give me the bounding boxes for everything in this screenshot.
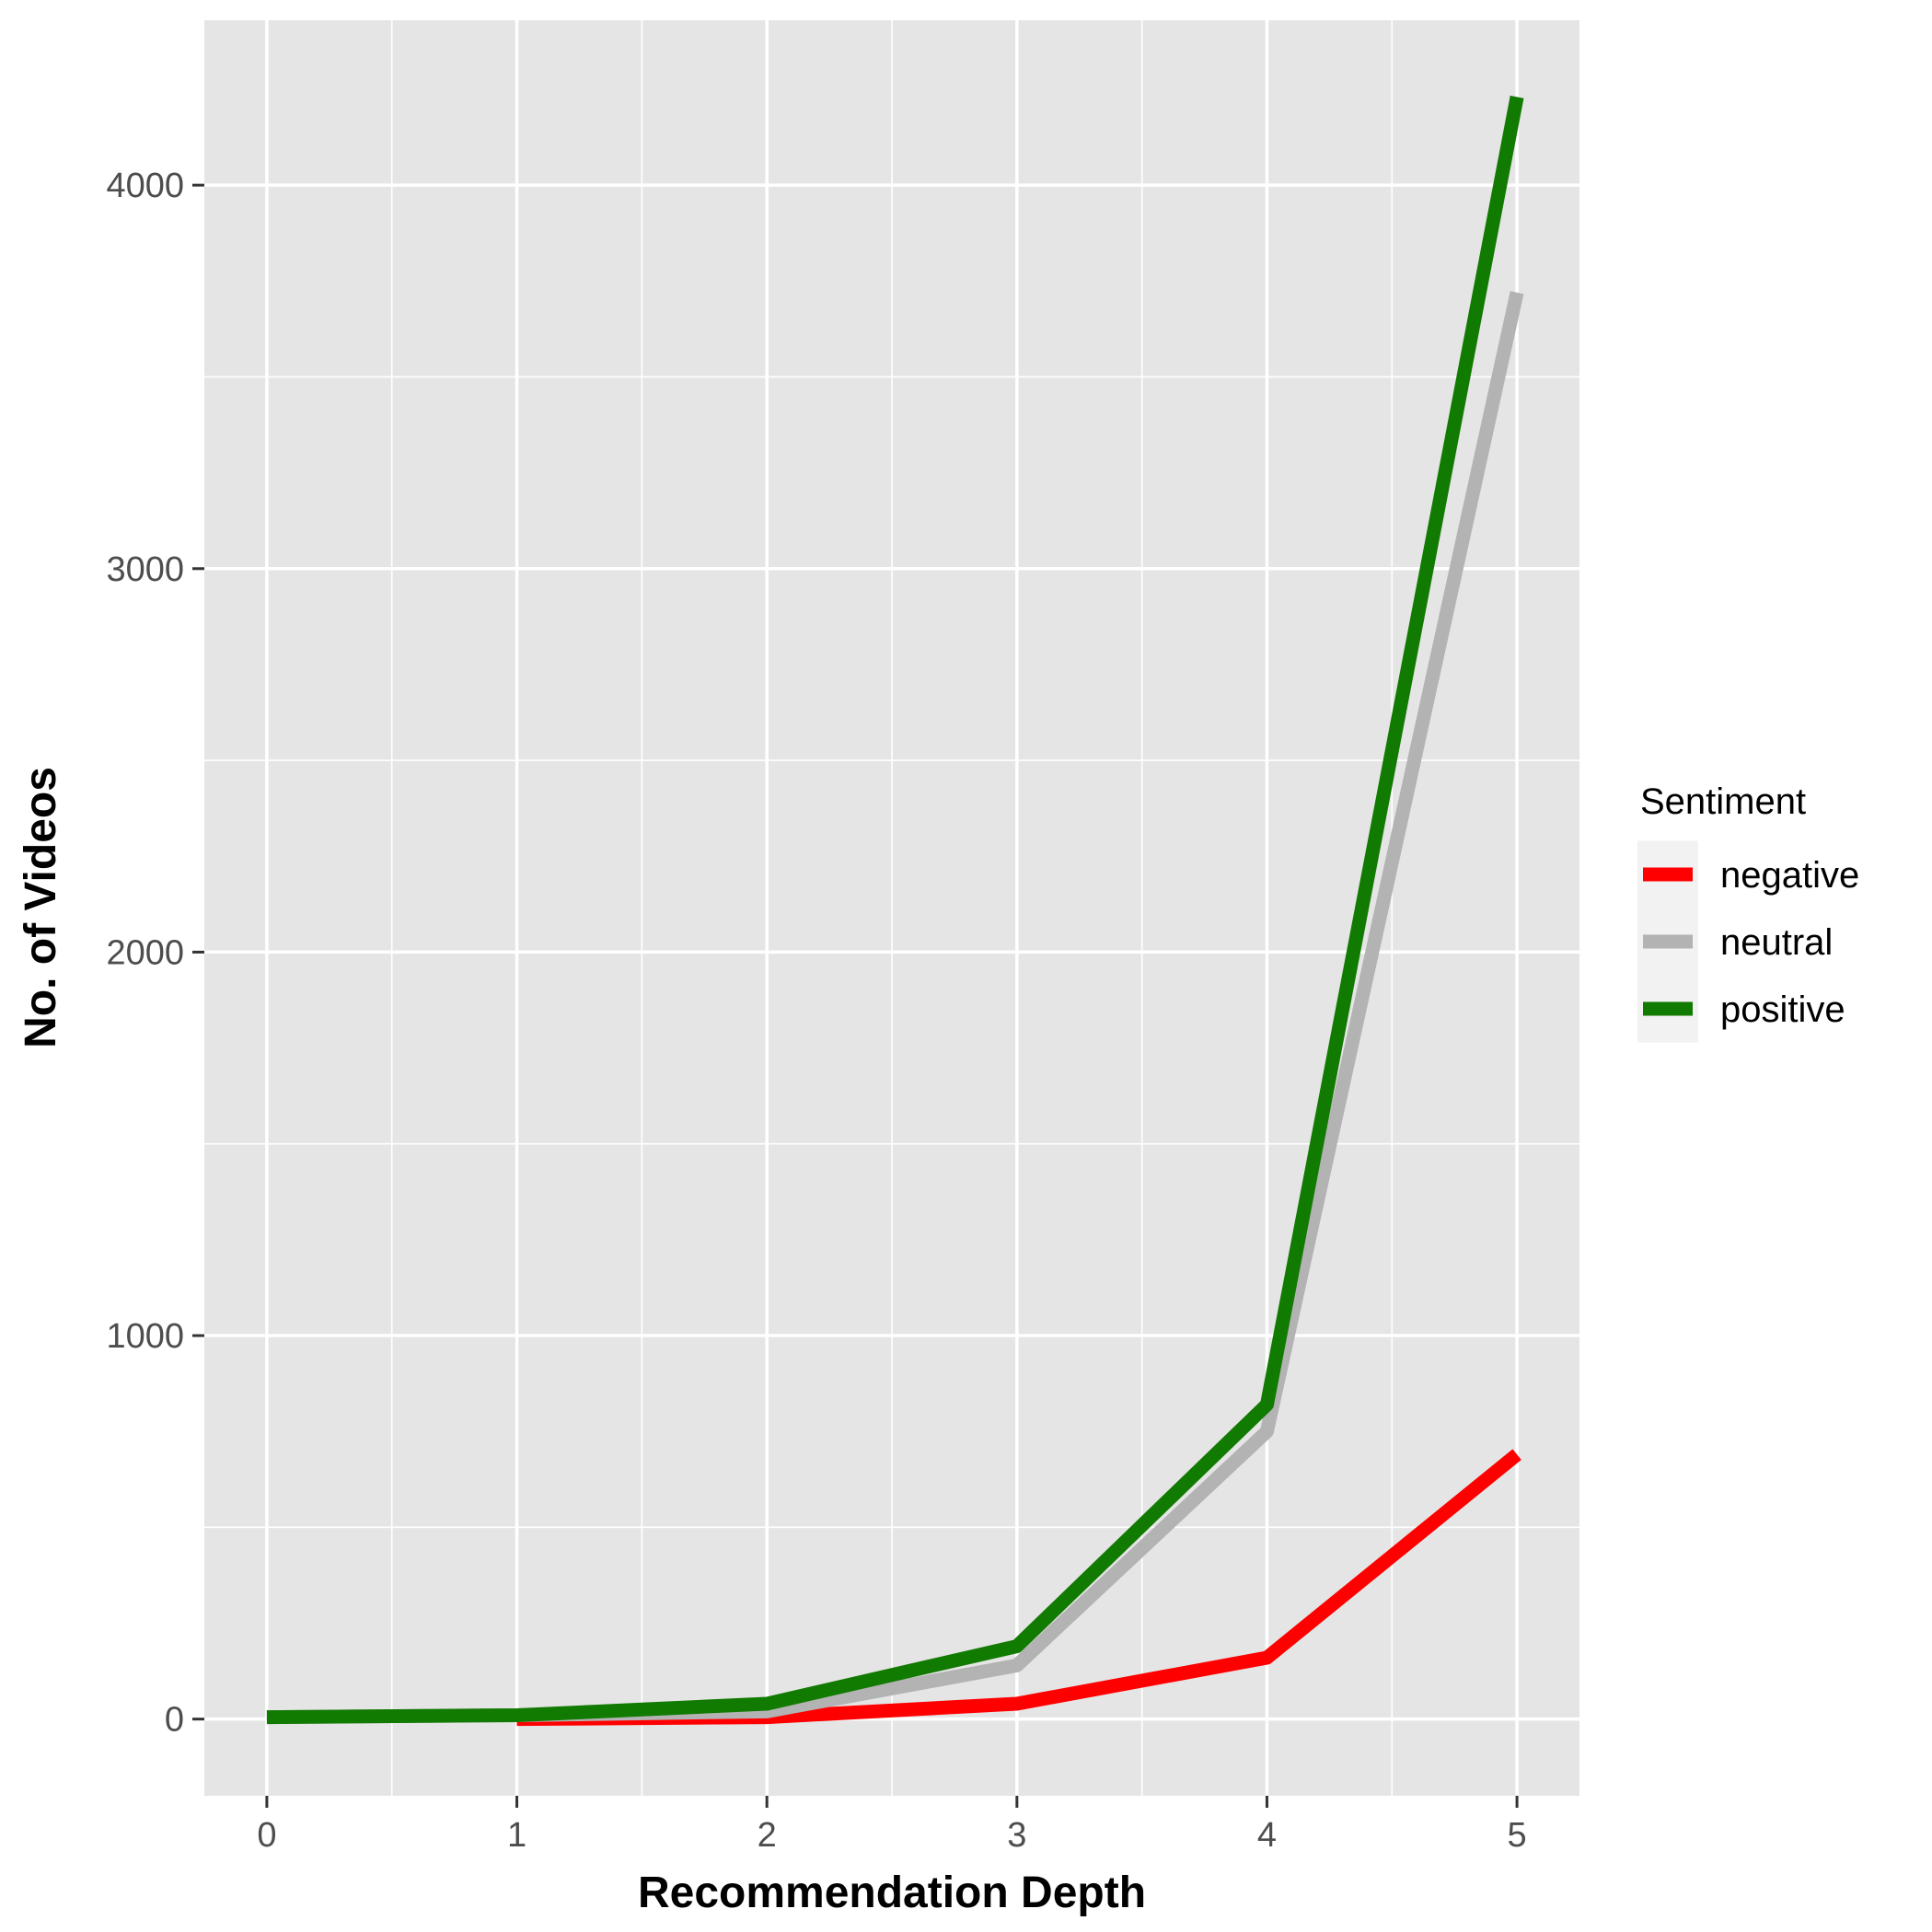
y-axis: 0 1000 2000 3000 4000 bbox=[106, 167, 204, 1740]
legend-title: Sentiment bbox=[1640, 781, 1806, 822]
x-axis: 0 1 2 3 4 5 bbox=[257, 1796, 1527, 1855]
y-tick-label: 3000 bbox=[106, 550, 184, 589]
series-lines bbox=[266, 95, 1524, 1727]
legend-label-negative: negative bbox=[1720, 855, 1859, 896]
y-tick-label: 1000 bbox=[106, 1317, 184, 1356]
x-tick-label: 1 bbox=[507, 1816, 526, 1855]
y-tick-label: 0 bbox=[165, 1701, 184, 1740]
x-tick-label: 4 bbox=[1257, 1816, 1277, 1855]
legend: Sentiment negative neutral positive bbox=[1637, 781, 1859, 1043]
series-line-positive bbox=[266, 95, 1524, 1725]
x-axis-title: Recommendation Depth bbox=[638, 1868, 1146, 1917]
y-tick-label: 2000 bbox=[106, 933, 184, 972]
x-tick-label: 5 bbox=[1508, 1816, 1527, 1855]
y-axis-title: No. of Videos bbox=[17, 767, 65, 1048]
legend-label-neutral: neutral bbox=[1720, 922, 1833, 963]
y-tick-label: 4000 bbox=[106, 167, 184, 205]
minor-gridlines bbox=[204, 20, 1579, 1796]
legend-items: negative neutral positive bbox=[1637, 840, 1859, 1043]
x-tick-label: 3 bbox=[1007, 1816, 1026, 1855]
x-tick-label: 2 bbox=[758, 1816, 777, 1855]
legend-label-positive: positive bbox=[1720, 989, 1845, 1030]
x-tick-label: 0 bbox=[257, 1816, 276, 1855]
